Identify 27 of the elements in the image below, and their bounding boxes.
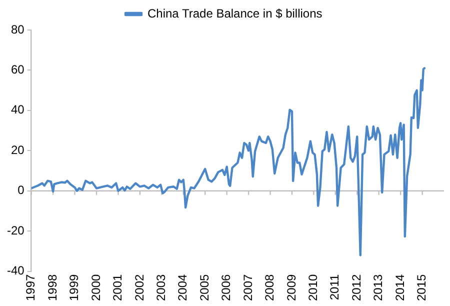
x-tick-label: 2010 [306,274,320,302]
x-tick-label: 2005 [197,274,212,302]
x-tick-label: 2014 [392,274,407,302]
x-tick-label: 2004 [176,274,190,302]
x-tick-label: 2009 [284,274,298,302]
x-tick-label: 2006 [219,274,234,302]
legend-label: China Trade Balance in $ billions [148,6,322,20]
x-tick-label: 2011 [328,274,342,300]
x-tick-label: 2002 [132,274,146,302]
x-tick-label: 1999 [67,274,82,302]
y-tick-label: -20 [7,223,25,238]
x-tick-label: 2013 [371,274,386,302]
x-tick-label: 2008 [262,274,277,302]
x-tick-label: 2015 [414,274,429,302]
y-tick-label: 40 [10,102,25,117]
x-tick-label: 2000 [88,274,103,302]
y-tick-label: 80 [10,22,25,36]
x-tick-label: 2007 [240,274,255,302]
x-tick-label: 1998 [45,274,60,302]
x-tick-label: 1997 [24,274,38,302]
x-tick-label: 2012 [349,274,364,302]
y-tick-label: 20 [10,142,25,157]
y-tick-label: 60 [10,62,25,77]
x-tick-label: 2001 [110,274,125,302]
x-tick-label: 2003 [154,274,168,302]
y-tick-label: 0 [18,183,25,198]
y-tick-label: -40 [7,264,25,278]
